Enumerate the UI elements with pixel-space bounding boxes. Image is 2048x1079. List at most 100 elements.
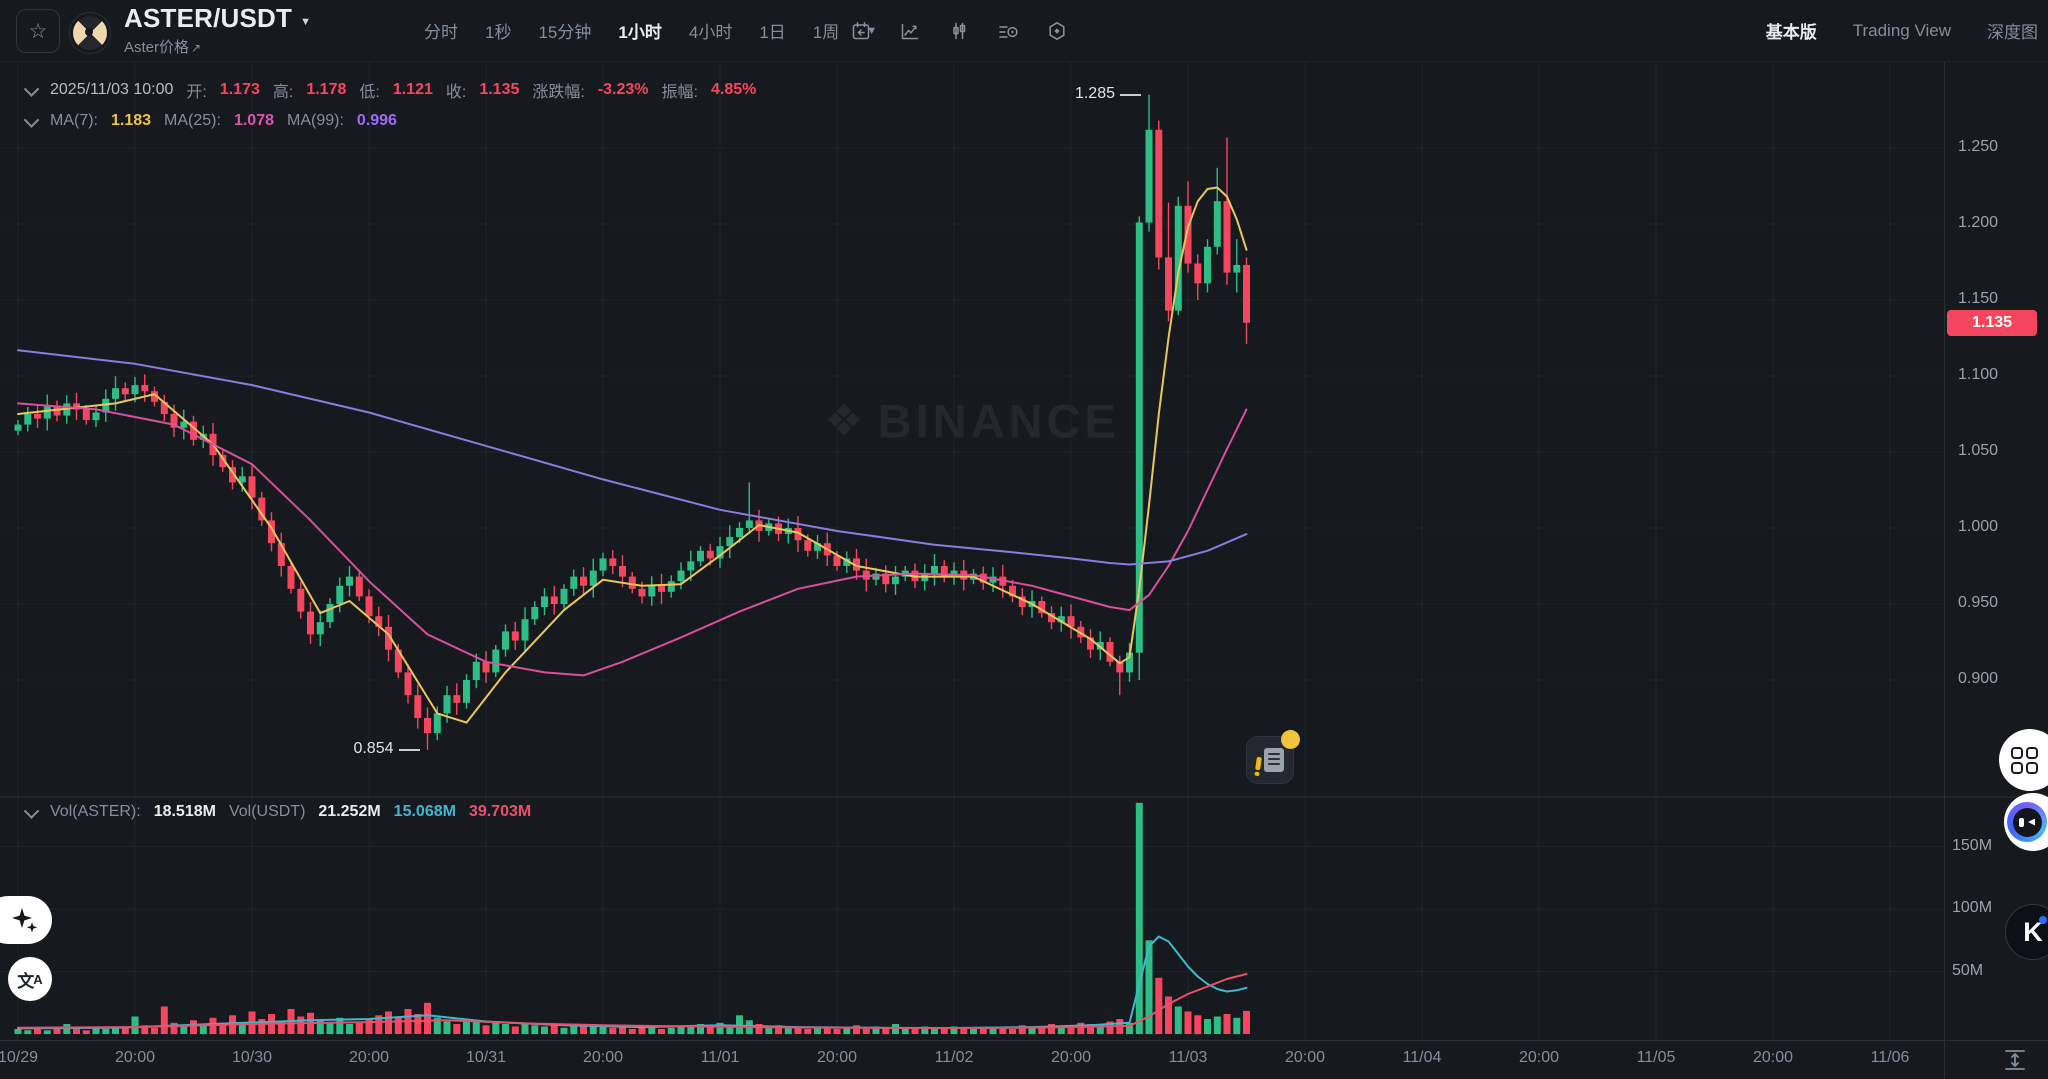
price-axis-label: 1.200: [1958, 214, 1999, 231]
low-annotation-dash: [398, 748, 420, 751]
chart-style-icon[interactable]: [899, 20, 921, 42]
time-axis-label: 11/01: [700, 1049, 740, 1066]
pair-block[interactable]: ASTER/USDT ▼ Aster价格 ↗: [124, 3, 311, 57]
ai-robot-icon: [2007, 802, 2047, 842]
timeframe-more-chevron-icon[interactable]: ▼: [866, 24, 878, 37]
timeframe-15分钟[interactable]: 15分钟: [538, 23, 592, 42]
pair-subtitle[interactable]: Aster价格 ↗: [124, 39, 202, 56]
collapse-chevron-icon[interactable]: [23, 111, 40, 128]
timeframe-1周[interactable]: 1周: [812, 23, 840, 42]
price-scale-icon: [2005, 1050, 2025, 1070]
timeframe-bar: 分时 1秒 15分钟 1小时 4小时 1日 1周 ▼: [424, 0, 877, 61]
timeframe-4小时[interactable]: 4小时: [688, 23, 733, 42]
price-axis-label: 1.050: [1958, 442, 1999, 459]
time-axis-label: 11/04: [1402, 1049, 1442, 1066]
ohlc-row: 2025/11/03 10:00 开: 1.173 高: 1.178 低: 1.121 收: 1…: [23, 78, 756, 102]
time-axis-label: 11/05: [1636, 1049, 1676, 1066]
time-axis-label: 20:00: [1050, 1049, 1092, 1066]
time-axis-label: 10/30: [231, 1049, 273, 1066]
ai-assistant-button[interactable]: [0, 896, 52, 944]
indicator-value: 1.178: [306, 81, 347, 98]
watermark-text: BINANCE: [877, 394, 1120, 448]
indicator-label: MA(25):: [164, 112, 221, 129]
indicator-value: 1.135: [479, 81, 520, 98]
timeframe-1小时[interactable]: 1小时: [618, 23, 662, 42]
indicator-value: 1.121: [392, 81, 433, 98]
indicator-label: 高:: [272, 84, 294, 101]
star-icon: ☆: [28, 19, 48, 43]
volume-axis-label: 150M: [1952, 836, 1993, 854]
time-axis-label: 20:00: [1284, 1049, 1326, 1066]
low-price-annotation: 0.854: [353, 739, 394, 757]
binance-diamond-icon: ❖: [824, 396, 864, 445]
last-price-badge: 1.135: [1947, 309, 2037, 336]
time-axis-label: 10/29: [0, 1049, 39, 1066]
indicator-label: 收:: [445, 84, 467, 101]
indicator-value: -3.23%: [597, 81, 649, 98]
timeframe-分时[interactable]: 分时: [424, 23, 458, 42]
view-tab-Trading View[interactable]: Trading View: [1852, 20, 1951, 40]
indicator-value: 1.173: [219, 81, 260, 98]
sparkle-ai-icon: [12, 908, 38, 933]
price-axis-label: 1.000: [1958, 518, 1999, 535]
time-axis-label: 11/03: [1168, 1049, 1208, 1066]
apps-grid-button[interactable]: [1999, 729, 2048, 791]
time-axis-label: 20:00: [582, 1049, 624, 1066]
ma-row: MA(7): 1.183 MA(25): 1.078 MA(99): 0.996: [23, 111, 397, 130]
price-axis[interactable]: 1.250 1.200 1.150 1.100 1.050 1.000 0.950 0.900…: [1944, 61, 2048, 1040]
indicator-label: 振幅:: [661, 84, 698, 101]
notification-dot: [1281, 730, 1300, 749]
news-marker-icon[interactable]: [1246, 730, 1300, 784]
apps-grid-icon: [2010, 746, 2038, 774]
pair-title[interactable]: ASTER/USDT: [124, 3, 293, 33]
indicator-label: 低:: [359, 84, 380, 101]
time-axis-label: 20:00: [1518, 1049, 1560, 1066]
view-tabs: 基本版 Trading View 深度图: [1766, 0, 2038, 61]
indicator-label: MA(7):: [50, 112, 98, 129]
volume-axis-label: 50M: [1952, 961, 1984, 979]
indicator-value: 0.996: [356, 112, 397, 129]
document-icon: [1264, 748, 1284, 772]
ai-robot-button[interactable]: [2004, 793, 2048, 851]
timeframe-1日[interactable]: 1日: [759, 23, 786, 42]
binance-watermark: ❖ BINANCE: [824, 394, 1120, 449]
chevron-down-icon: ▼: [300, 16, 312, 28]
price-scale-button[interactable]: [1998, 1046, 2032, 1074]
chart-header: ☆ ASTER/USDT ▼ Aster价格 ↗ 分时 1秒 15分钟 1小时 4小时 1日 1…: [0, 0, 2048, 62]
k-logo-button[interactable]: K: [2005, 904, 2048, 960]
price-axis-label: 1.250: [1958, 138, 1999, 155]
indicator-value: 15.068M: [393, 803, 456, 820]
indicator-value: 18.518M: [153, 803, 216, 820]
candlestick-icon[interactable]: [948, 20, 970, 42]
view-tab-深度图[interactable]: 深度图: [1987, 23, 2038, 42]
translate-icon: 文: [17, 971, 35, 991]
collapse-chevron-icon[interactable]: [23, 802, 40, 819]
view-tab-基本版[interactable]: 基本版: [1765, 23, 1817, 42]
time-axis-label: 20:00: [348, 1049, 390, 1066]
collapse-chevron-icon[interactable]: [23, 80, 40, 97]
time-axis-label: 20:00: [114, 1049, 156, 1066]
time-axis[interactable]: 10/29 20:00 10/30 20:00 10/31 20:00 11/01 20:00…: [0, 1041, 1944, 1079]
high-annotation-dash: [1120, 93, 1141, 96]
calendar-icon[interactable]: [850, 20, 872, 42]
indicator-settings-icon[interactable]: [997, 20, 1019, 42]
k-logo-dot: [2039, 916, 2047, 924]
indicator-label: MA(99):: [287, 112, 344, 129]
candle-datetime: 2025/11/03 10:00: [50, 81, 174, 98]
volume-row: Vol(ASTER): 18.518M Vol(USDT) 21.252M 15.068…: [23, 802, 531, 821]
indicator-value: 1.183: [111, 112, 152, 129]
token-badge-icon[interactable]: [1046, 20, 1068, 42]
indicator-label: Vol(ASTER):: [50, 803, 141, 820]
k-logo-icon: K: [2023, 916, 2043, 947]
timeframe-1秒[interactable]: 1秒: [485, 23, 512, 42]
time-axis-label: 11/06: [1870, 1049, 1910, 1066]
favorite-button[interactable]: ☆: [16, 9, 60, 53]
high-price-annotation: 1.285: [1074, 84, 1115, 102]
time-axis-label: 20:00: [1752, 1049, 1794, 1066]
indicator-label: 涨跌幅:: [532, 84, 585, 101]
volume-axis-label: 100M: [1952, 899, 1993, 916]
